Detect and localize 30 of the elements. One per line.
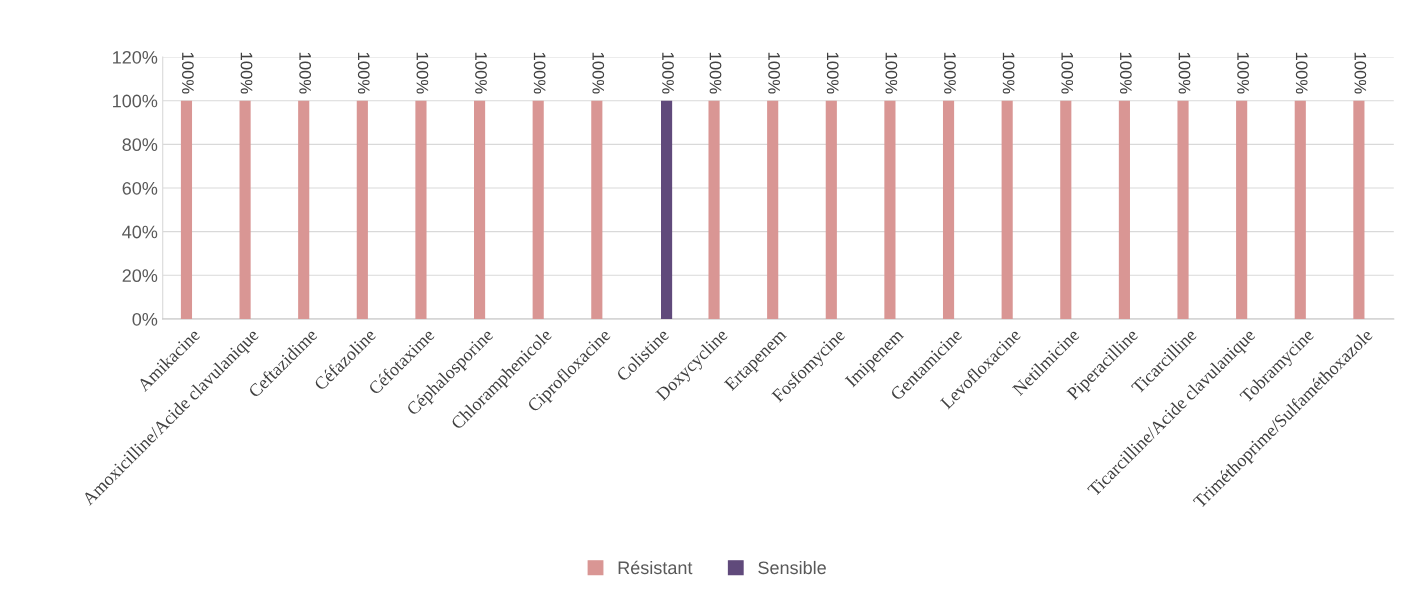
data-label: 100% xyxy=(357,52,370,94)
data-label: 100% xyxy=(533,52,546,94)
y-tick-label: 40% xyxy=(122,225,158,239)
data-label: 100% xyxy=(709,52,722,94)
y-tick-label: 80% xyxy=(122,138,158,152)
data-label: 100% xyxy=(1002,52,1015,94)
data-label: 100% xyxy=(240,52,253,94)
data-label: 100% xyxy=(826,52,839,94)
data-label: 100% xyxy=(1119,52,1132,94)
data-label: 100% xyxy=(592,52,605,94)
data-label: 100% xyxy=(1178,52,1191,94)
y-tick-label: 60% xyxy=(122,181,158,195)
y-tick-label: 100% xyxy=(113,94,158,108)
data-label: 100% xyxy=(1061,52,1074,94)
data-label: 100% xyxy=(475,52,487,94)
y-tick-label: 120% xyxy=(113,50,158,64)
data-label: 100% xyxy=(662,52,674,94)
data-label: 100% xyxy=(1295,52,1308,94)
y-tick-label: 20% xyxy=(122,269,158,283)
legend-label: Sensible xyxy=(758,560,826,575)
data-label: 100% xyxy=(416,52,429,94)
legend-label: Résistant xyxy=(618,560,693,575)
data-label: 100% xyxy=(885,52,898,94)
data-label: 100% xyxy=(1354,52,1367,94)
data-label: 100% xyxy=(944,52,956,94)
data-label: 100% xyxy=(1237,52,1249,94)
data-label: 100% xyxy=(768,52,781,94)
data-label: 100% xyxy=(299,52,312,94)
y-tick-label: 0% xyxy=(132,312,158,326)
data-label: 100% xyxy=(181,52,194,94)
